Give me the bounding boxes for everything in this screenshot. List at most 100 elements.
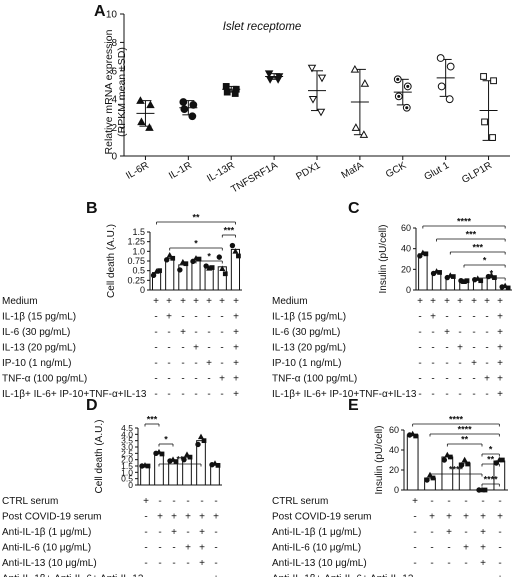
bc-right-row-label: IL-1β (15 pg/mL) [272,312,346,323]
a-data-point [481,118,488,126]
a-data-point [359,130,369,138]
de-right-cell: + [429,512,435,523]
e-data-point [413,433,419,439]
de-right-cell: + [412,496,418,507]
bc-right-cell: - [458,327,461,338]
e-data-point [424,477,430,483]
bc-left-cell: - [194,358,197,369]
de-left-cell: - [214,543,217,554]
de-left-cell: - [186,574,189,577]
a-data-point [179,98,188,106]
bc-left-cell: - [220,389,223,400]
de-right-cell: - [413,574,416,577]
a-y-tick-label: 8 [111,38,117,49]
e-bar [424,477,436,491]
e-sig-label: **** [458,425,473,435]
a-data-point [316,108,326,117]
de-right-cell: + [446,512,452,523]
de-right-cell: - [464,558,467,569]
bc-left-cell: - [207,343,210,354]
panel-letter-e: E [348,397,359,414]
d-bar [140,465,150,486]
de-right-cell: - [498,527,501,538]
a-data-point [436,54,445,62]
de-right-cell: - [447,543,450,554]
d-bar [210,464,220,486]
b-data-point [219,265,226,271]
b-data-point [216,254,222,260]
b-sig-label: ** [192,213,200,223]
de-right-row-label: CTRL serum [272,496,328,507]
panel-letter-a: A [94,3,106,20]
bc-left-cell: + [180,327,186,338]
de-right-cell: - [413,512,416,523]
de-right-cell: + [463,543,469,554]
bc-right-cell: + [430,296,436,307]
a-y-tick-label: 6 [111,66,117,77]
de-right-row-label: Anti-IL-6 (10 μg/mL) [272,543,361,554]
bc-right-cell: + [444,327,450,338]
bc-left-cell: - [220,312,223,323]
b-data-point [232,248,239,254]
a-data-point-center [397,94,401,98]
de-left-cell: + [213,512,219,523]
de-right-row-label: Post COVID-19 serum [272,512,371,523]
a-x-tick-label: GLP1R [460,160,494,186]
bc-right-cell: - [431,327,434,338]
b-bar [204,267,214,291]
bc-right-cell: - [485,327,488,338]
a-y-axis-label-2: (RPKM mean ±SD) [116,47,128,137]
e-data-point [482,487,488,493]
d-bar [182,456,192,486]
bc-left-cell: + [219,374,225,385]
de-right-cell: - [498,558,501,569]
bc-right-cell: - [458,312,461,323]
bc-right-cell: + [444,296,450,307]
e-y-axis-label: Insulin (pU/cell) [374,426,385,495]
bc-right-cell: - [458,389,461,400]
bc-left-row-label: Medium [2,296,38,307]
de-left-cell: + [185,512,191,523]
bc-right-cell: - [418,312,421,323]
c-data-point [478,278,484,284]
d-y-tick-label: 0 [128,480,133,490]
bc-right-cell: - [472,327,475,338]
c-data-point [437,270,442,275]
bc-right-cell: - [485,358,488,369]
c-sig-label: *** [472,243,483,253]
bc-right-cell: - [485,389,488,400]
bc-left-cell: + [206,296,212,307]
bc-right-cell: + [457,296,463,307]
bc-left-cell: - [154,343,157,354]
de-left-cell: + [143,496,149,507]
d-sig-label: * [164,435,168,445]
bc-left-cell: - [181,389,184,400]
de-left-cell: - [144,527,147,538]
bc-right-cell: + [497,343,503,354]
bc-left-cell: - [154,374,157,385]
a-x-tick-label: GCK [384,160,409,181]
bc-left-cell: + [233,343,239,354]
d-data-point [195,441,201,448]
e-data-point [465,461,471,467]
de-left-cell: - [172,558,175,569]
b-y-tick-label: 0.75 [127,256,145,266]
c-y-tick-label: 60 [401,223,411,233]
bc-left-cell: - [220,358,223,369]
bc-left-cell: - [207,389,210,400]
d-y-tick-label: 2.5 [121,448,133,458]
de-right-row-label: Anti-IL-1β+ Anti-IL-6+ Anti-IL-13 [272,574,414,577]
bc-right-cell: + [484,296,490,307]
bc-left-cell: - [181,343,184,354]
e-sig-label: ** [461,435,469,445]
a-x-tick-label: Glut 1 [423,160,452,183]
de-left-row-label: Anti-IL-1β (1 μg/mL) [2,527,91,538]
de-right-row-label: Anti-IL-13 (10 μg/mL) [272,558,367,569]
de-right-cell: + [497,574,503,577]
de-right-row-label: Anti-IL-1β (1 μg/mL) [272,527,361,538]
d-bar [168,460,178,486]
a-data-point [180,105,189,114]
bc-right-cell: + [471,296,477,307]
bc-right-cell: + [497,389,503,400]
